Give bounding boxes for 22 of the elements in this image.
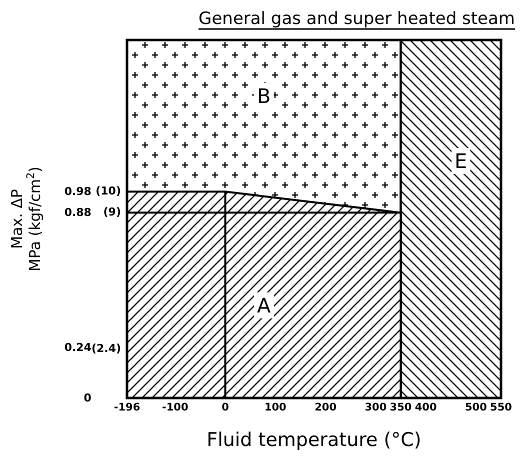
x-tick-label: 300 [364, 401, 387, 414]
y2-tick-label: (9) [103, 205, 121, 218]
y2-tick-label: (10) [96, 184, 121, 198]
chart-title: General gas and super heated steam [198, 9, 515, 29]
y2-tick-label: (2.4) [91, 342, 121, 355]
x-tick-label: 200 [314, 401, 336, 414]
x-tick-label: -196 [114, 401, 140, 414]
x-tick-label: 550 [490, 401, 512, 414]
x-tick-label: -100 [162, 401, 188, 414]
y-tick-label: 0.24 [64, 340, 92, 354]
x-tick-label: 400 [414, 401, 437, 414]
y-tick-label: 0.88 [64, 206, 92, 220]
x-axis-title: Fluid temperature (°C) [206, 429, 422, 451]
y-tick-label: 0 [84, 392, 92, 405]
x-tick-label: 500 [464, 401, 487, 414]
annotation: A [257, 293, 272, 318]
x-tick-label: 100 [264, 401, 286, 414]
annotation: B [257, 84, 271, 108]
x-tick-label: 350 [390, 401, 412, 414]
band-label: E [454, 149, 468, 173]
x-tick-label: 0 [222, 401, 229, 414]
y-tick-label: 0.98 [64, 185, 92, 198]
